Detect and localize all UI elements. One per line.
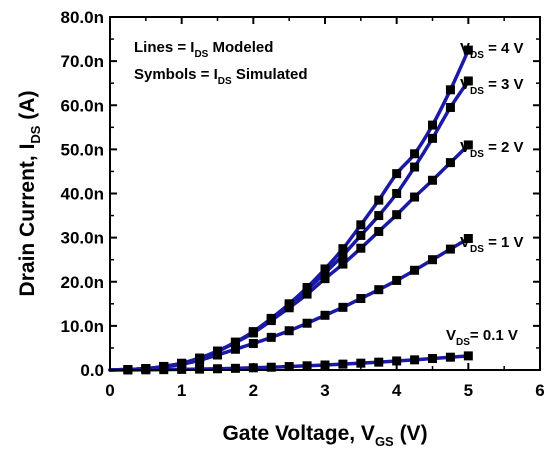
legend-line-1: Symbols = IDS Simulated <box>134 66 308 87</box>
simulated-point <box>445 244 455 254</box>
simulated-point <box>248 339 258 349</box>
simulated-point <box>356 220 366 230</box>
simulated-point <box>338 259 348 269</box>
simulated-point <box>445 352 455 362</box>
simulated-point <box>410 192 420 202</box>
axis-titles: Gate Voltage, VGS (V) Drain Current, IDS … <box>16 91 428 449</box>
simulated-point <box>463 76 473 86</box>
simulated-point <box>463 140 473 150</box>
x-tick-label: 5 <box>464 381 473 400</box>
simulated-point <box>320 274 330 284</box>
modeled-lines <box>108 48 471 372</box>
simulated-point <box>356 230 366 240</box>
simulated-point <box>374 285 384 295</box>
series-labels: VDS= 0.1 V VDS = 1 V VDS = 2 V VDS = 3 V VDS… <box>446 40 524 348</box>
simulated-point <box>266 362 276 372</box>
simulated-point <box>374 226 384 236</box>
simulated-point <box>374 357 384 367</box>
legend: Lines = IDS Modeled Symbols = IDS Simulat… <box>134 39 308 87</box>
axis-ticks <box>109 16 541 371</box>
y-tick-label: 80.0n <box>61 8 104 27</box>
simulated-point <box>266 313 276 323</box>
simulated-point <box>302 318 312 328</box>
simulated-point <box>338 250 348 260</box>
simulated-point <box>445 158 455 168</box>
simulated-point <box>338 302 348 312</box>
simulated-point <box>195 353 205 363</box>
simulated-point <box>428 175 437 185</box>
simulated-point <box>463 234 473 244</box>
y-tick-label: 50.0n <box>61 140 104 159</box>
x-tick-label: 4 <box>392 381 402 400</box>
x-tick-label: 1 <box>177 381 186 400</box>
simulated-point <box>356 243 366 253</box>
y-tick-label: 30.0n <box>61 229 104 248</box>
simulated-point <box>392 169 402 179</box>
modeled-line-2 <box>108 143 471 372</box>
simulated-point <box>338 244 348 254</box>
simulated-point <box>428 120 437 130</box>
simulated-point <box>392 275 402 285</box>
series-label-1: VDS = 1 V <box>460 234 524 255</box>
simulated-point <box>428 354 437 364</box>
y-tick-label: 60.0n <box>61 96 104 115</box>
series-label-2: VDS = 2 V <box>460 139 524 160</box>
simulated-point <box>320 310 330 320</box>
modeled-line-4 <box>108 48 471 372</box>
simulated-point <box>374 211 384 221</box>
series-label-0: VDS= 0.1 V <box>446 327 518 348</box>
simulated-point <box>159 361 169 371</box>
y-tick-label: 20.0n <box>61 273 104 292</box>
simulated-point <box>410 162 420 172</box>
simulated-point <box>266 332 276 342</box>
simulated-point <box>428 255 437 265</box>
simulated-point <box>356 294 366 304</box>
simulated-point <box>428 133 437 143</box>
simulated-point <box>302 361 312 371</box>
simulated-point <box>392 210 402 220</box>
series-label-3: VDS = 3 V <box>460 76 524 97</box>
x-axis-title: Gate Voltage, VGS (V) <box>222 422 427 449</box>
tick-labels: 0 1 2 3 4 5 6 0.0 10.0n 20.0n 30.0n 40.0n 50.0n 60.0n… <box>61 8 545 400</box>
y-tick-label: 70.0n <box>61 52 104 71</box>
y-axis-title: Drain Current, IDS (A) <box>16 91 43 297</box>
simulated-point <box>374 195 384 205</box>
simulated-point <box>302 282 312 292</box>
simulated-point <box>284 299 294 309</box>
x-tick-label: 3 <box>320 381 329 400</box>
simulated-point <box>392 356 402 366</box>
legend-line-0: Lines = IDS Modeled <box>134 39 273 60</box>
x-tick-label: 0 <box>105 381 114 400</box>
simulated-point <box>230 344 240 354</box>
simulated-point <box>284 326 294 336</box>
simulated-point <box>230 363 240 373</box>
simulated-point <box>445 102 455 112</box>
simulated-point <box>213 346 222 356</box>
simulated-point <box>463 351 473 361</box>
simulated-point <box>463 45 473 55</box>
simulated-point <box>230 337 240 347</box>
x-tick-label: 2 <box>249 381 258 400</box>
simulated-point <box>320 264 330 274</box>
simulated-point <box>356 358 366 368</box>
y-tick-label: 10.0n <box>61 317 104 336</box>
series-label-4: VDS = 4 V <box>460 40 524 61</box>
x-tick-label: 6 <box>535 381 544 400</box>
simulated-point <box>410 149 420 159</box>
simulated-point <box>410 355 420 365</box>
y-tick-label: 0.0 <box>80 361 104 380</box>
y-tick-label: 40.0n <box>61 185 104 204</box>
simulated-point <box>338 359 348 369</box>
simulated-markers <box>123 45 473 375</box>
simulated-point <box>445 85 455 95</box>
simulated-point <box>410 265 420 275</box>
simulated-point <box>392 189 402 198</box>
simulated-point <box>248 327 258 337</box>
